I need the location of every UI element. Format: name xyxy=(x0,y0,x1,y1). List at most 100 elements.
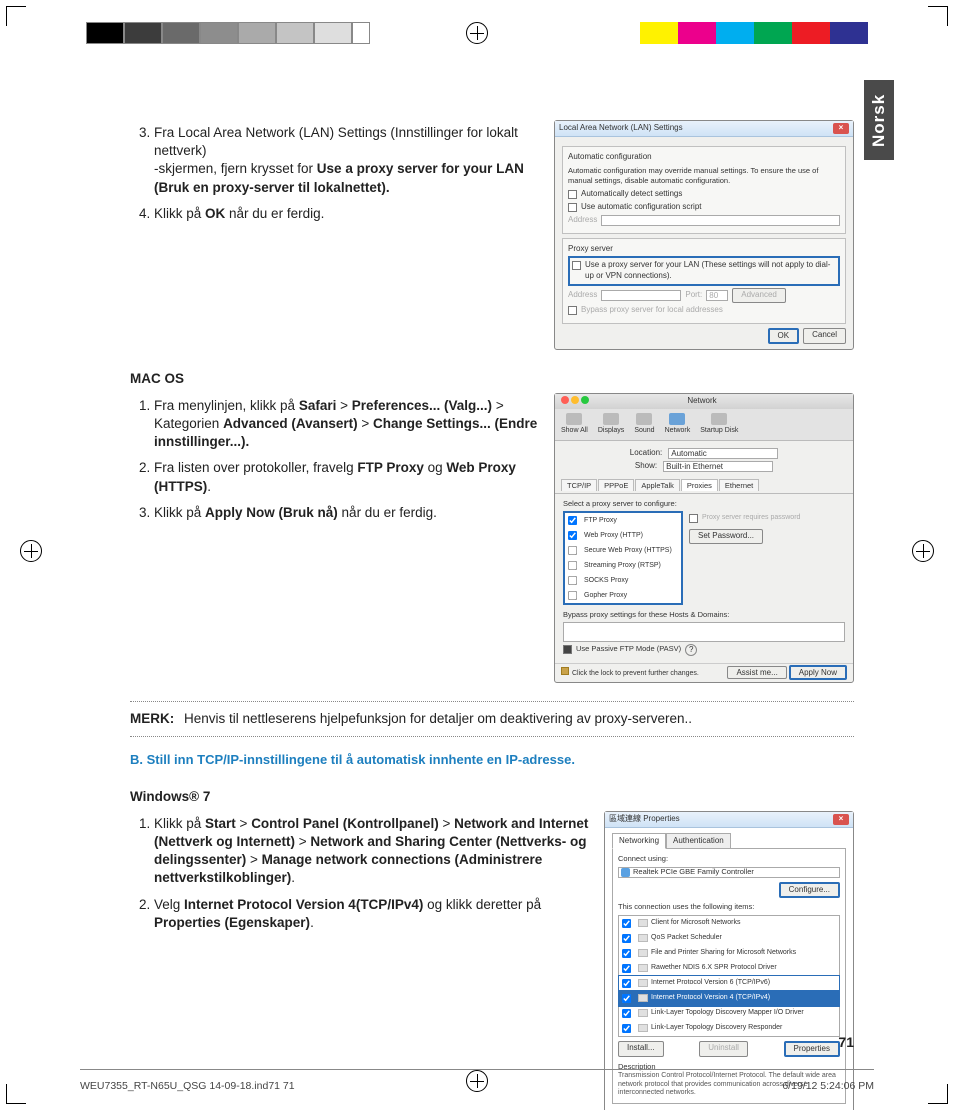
uninstall-button[interactable]: Uninstall xyxy=(699,1041,748,1058)
toolbar-item[interactable]: Sound xyxy=(634,413,654,435)
tab[interactable]: Proxies xyxy=(681,479,718,491)
text: -skjermen, fjern krysset for xyxy=(154,161,317,176)
section-win: Klikk på Start > Control Panel (Kontroll… xyxy=(130,811,854,1110)
close-icon[interactable]: × xyxy=(833,814,849,825)
checkbox[interactable] xyxy=(568,203,577,212)
section-mac: Fra menylinjen, klikk på Safari > Prefer… xyxy=(130,393,854,683)
bold-text: OK xyxy=(205,206,225,221)
properties-button[interactable]: Properties xyxy=(784,1041,840,1058)
page: Norsk Fra Local Area Network (LAN) Setti… xyxy=(60,80,894,1060)
configure-button[interactable]: Configure... xyxy=(779,882,840,899)
list-item: Fra menylinjen, klikk på Safari > Prefer… xyxy=(154,397,540,452)
list-item: Fra listen over protokoller, fravelg FTP… xyxy=(154,459,540,495)
mac-toolbar: Show All Displays Sound Network Startup Disk xyxy=(555,409,853,440)
text: når du er ferdig. xyxy=(225,206,324,221)
section-head-win: Windows® 7 xyxy=(130,788,854,806)
label: Port: xyxy=(685,290,702,301)
register-mark-icon xyxy=(466,22,488,44)
close-icon[interactable]: × xyxy=(833,123,849,134)
language-tab: Norsk xyxy=(864,80,894,160)
proxy-listbox[interactable]: FTP ProxyWeb Proxy (HTTP)Secure Web Prox… xyxy=(563,511,683,605)
group-title: Proxy server xyxy=(568,244,840,255)
label: Description xyxy=(618,1062,840,1072)
checkbox[interactable] xyxy=(563,645,572,654)
bypass-input[interactable] xyxy=(563,622,845,642)
tab[interactable]: AppleTalk xyxy=(635,479,680,491)
dialog-title: 區域連線 Properties xyxy=(609,814,680,825)
note-label: MERK: xyxy=(130,711,174,726)
toolbar-item[interactable]: Startup Disk xyxy=(700,413,738,435)
footer: WEU7355_RT-N65U_QSG 14-09-18.ind71 71 6/… xyxy=(80,1080,874,1092)
label: Show: xyxy=(635,461,657,472)
items-listbox[interactable]: Client for Microsoft NetworksQoS Packet … xyxy=(618,915,840,1037)
window-controls[interactable] xyxy=(561,396,591,408)
group-title: Automatic configuration xyxy=(568,152,840,163)
tab[interactable]: PPPoE xyxy=(598,479,634,491)
list-item: Velg Internet Protocol Version 4(TCP/IPv… xyxy=(154,896,590,932)
dialog-title: Network xyxy=(687,396,716,407)
dialog-title: Local Area Network (LAN) Settings xyxy=(559,123,683,134)
toolbar-item[interactable]: Network xyxy=(665,413,691,435)
crop-mark-icon xyxy=(6,6,26,26)
list-item: Klikk på Apply Now (Bruk nå) når du er f… xyxy=(154,504,540,522)
label: Bypass proxy settings for these Hosts & … xyxy=(563,610,845,620)
lan-settings-dialog: Local Area Network (LAN) Settings × Auto… xyxy=(554,120,854,350)
help-icon[interactable]: ? xyxy=(685,644,697,656)
section-head-mac: MAC OS xyxy=(130,370,854,388)
page-number: 71 xyxy=(838,1034,854,1050)
blue-heading: B. Still inn TCP/IP-innstillingene til å… xyxy=(130,751,854,769)
advanced-button[interactable]: Advanced xyxy=(732,288,786,303)
register-mark-icon xyxy=(20,540,42,562)
win-properties-dialog: 區域連線 Properties × Networking Authenticat… xyxy=(604,811,854,1110)
section-lan: Fra Local Area Network (LAN) Settings (I… xyxy=(130,120,854,350)
lock-icon[interactable] xyxy=(561,667,569,675)
list-item: Fra Local Area Network (LAN) Settings (I… xyxy=(154,124,540,197)
label: Address xyxy=(568,290,597,301)
list-item: Klikk på OK når du er ferdig. xyxy=(154,205,540,223)
checkbox-label: Use automatic configuration script xyxy=(581,202,702,213)
port-input[interactable]: 80 xyxy=(706,290,728,301)
checkbox[interactable] xyxy=(572,261,581,270)
footer-rule xyxy=(80,1069,874,1070)
tab-networking[interactable]: Networking xyxy=(612,833,666,850)
label: This connection uses the following items… xyxy=(618,902,840,912)
address-input[interactable] xyxy=(601,290,681,301)
install-button[interactable]: Install... xyxy=(618,1041,664,1058)
tab-authentication[interactable]: Authentication xyxy=(666,833,731,850)
show-select[interactable]: Built-in Ethernet xyxy=(663,461,773,472)
text: Automatic configuration may override man… xyxy=(568,166,840,186)
label: Address xyxy=(568,215,597,226)
set-password-button[interactable]: Set Password... xyxy=(689,529,763,544)
checkbox-label: Automatically detect settings xyxy=(581,189,682,200)
mac-network-dialog: Network Show All Displays Sound Network Star… xyxy=(554,393,854,683)
crop-mark-icon xyxy=(6,1084,26,1104)
checkbox[interactable] xyxy=(689,514,698,523)
mac-tabs: TCP/IPPPPoEAppleTalkProxiesEthernet xyxy=(555,479,853,494)
ok-button[interactable]: OK xyxy=(768,328,800,345)
footer-right: 6/19/12 5:24:06 PM xyxy=(782,1080,874,1092)
location-select[interactable]: Automatic xyxy=(668,448,778,459)
assist-button[interactable]: Assist me... xyxy=(727,666,786,679)
register-mark-icon xyxy=(912,540,934,562)
content: Fra Local Area Network (LAN) Settings (I… xyxy=(130,120,854,1060)
list-item: Klikk på Start > Control Panel (Kontroll… xyxy=(154,815,590,888)
footer-left: WEU7355_RT-N65U_QSG 14-09-18.ind71 71 xyxy=(80,1080,295,1092)
address-input[interactable] xyxy=(601,215,840,226)
checkbox[interactable] xyxy=(568,190,577,199)
toolbar-item[interactable]: Displays xyxy=(598,413,624,435)
text: Klikk på xyxy=(154,206,205,221)
tab[interactable]: Ethernet xyxy=(719,479,759,491)
apply-now-button[interactable]: Apply Now xyxy=(789,665,847,680)
nic-icon xyxy=(621,868,630,877)
cancel-button[interactable]: Cancel xyxy=(803,328,846,345)
crop-mark-icon xyxy=(928,1084,948,1104)
tab[interactable]: TCP/IP xyxy=(561,479,597,491)
checkbox[interactable] xyxy=(568,306,577,315)
label: Location: xyxy=(630,448,662,459)
crop-mark-icon xyxy=(928,6,948,26)
checkbox-label: Bypass proxy server for local addresses xyxy=(581,305,723,316)
nic-name: Realtek PCIe GBE Family Controller xyxy=(633,867,754,877)
toolbar-item[interactable]: Show All xyxy=(561,413,588,435)
text: Fra Local Area Network (LAN) Settings (I… xyxy=(154,125,518,158)
label: Select a proxy server to configure: xyxy=(563,499,845,509)
